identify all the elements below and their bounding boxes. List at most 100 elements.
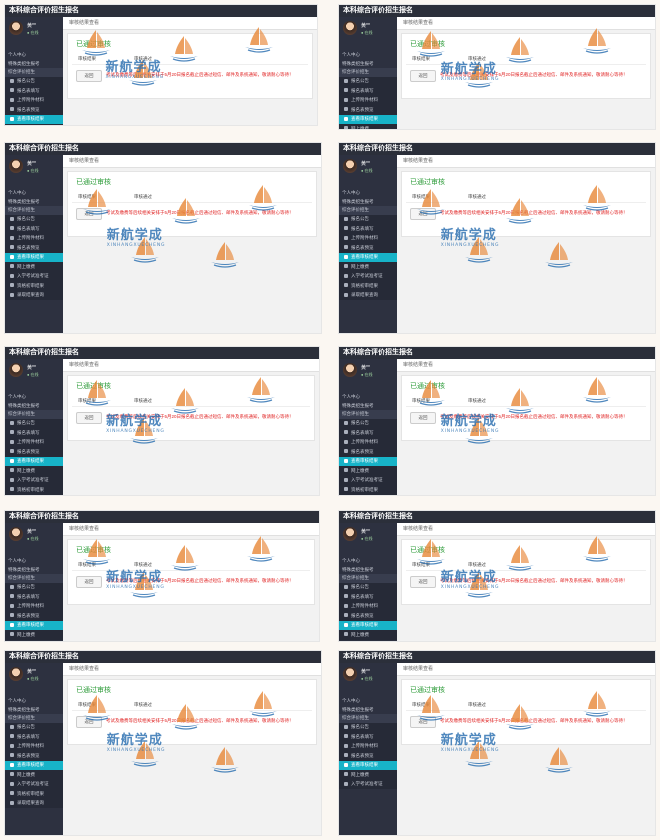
sidebar-item[interactable]: 个人中心 [5,393,63,402]
sidebar-subitem[interactable]: 报名表填写 [339,592,397,602]
sidebar-subitem[interactable]: 报名公告 [339,76,397,86]
back-button[interactable]: 返回 [410,716,436,728]
sidebar-item[interactable]: 个人中心 [339,189,397,198]
menu-icon[interactable]: ≡ [69,653,74,660]
sidebar-subitem[interactable]: 报名公告 [5,418,63,428]
sidebar-item[interactable]: 个人中心 [339,697,397,706]
sidebar-subitem[interactable]: 上传附件材料 [339,233,397,243]
sidebar-subitem[interactable]: 报名表预览 [5,105,63,115]
sidebar-item[interactable]: 特殊类招生报考 [5,706,63,715]
sidebar-subitem[interactable]: 报名公告 [339,214,397,224]
back-button[interactable]: 返回 [76,716,102,728]
sidebar-subitem[interactable]: 报名表填写 [5,86,63,96]
sidebar-item[interactable]: 特殊类招生报考 [5,402,63,411]
sidebar-subitem[interactable]: 报名表填写 [339,86,397,96]
sidebar-subitem[interactable]: 入学考试准考证 [5,475,63,485]
sidebar-subitem[interactable]: 报名公告 [339,722,397,732]
sidebar-subitem[interactable]: 网上缴费 [339,466,397,476]
back-button[interactable]: 返回 [410,70,436,82]
sidebar-subitem[interactable]: 资格初审结果 [5,789,63,799]
sidebar-subitem[interactable]: 查看审核结果 [5,114,63,124]
sidebar-subitem[interactable]: 报名表填写 [5,224,63,234]
back-button[interactable]: 返回 [76,576,102,588]
sidebar-subitem[interactable]: 查看审核结果 [5,252,63,262]
sidebar-subitem[interactable]: 报名表预览 [339,751,397,761]
sidebar-subitem[interactable]: 报名表填写 [5,592,63,602]
sidebar-subitem[interactable]: 查看审核结果 [5,456,63,466]
sidebar-subitem[interactable]: 查看审核结果 [339,760,397,770]
sidebar-item[interactable]: 特殊类招生报考 [5,566,63,575]
sidebar-item[interactable]: 特殊类招生报考 [339,198,397,207]
sidebar-subitem[interactable]: 入学考试准考证 [5,779,63,789]
sidebar-item[interactable]: 综合评价招生 [5,68,63,77]
sidebar-subitem[interactable]: 录取结果查询 [5,798,63,808]
sidebar-subitem[interactable]: 上传附件材料 [5,95,63,105]
sidebar-subitem[interactable]: 查看审核结果 [339,456,397,466]
sidebar-subitem[interactable]: 网上缴费 [339,124,397,129]
sidebar-subitem[interactable]: 报名表填写 [5,732,63,742]
sidebar-subitem[interactable]: 报名表填写 [5,428,63,438]
sidebar-subitem[interactable]: 资格初审结果 [5,281,63,291]
menu-icon[interactable]: ≡ [69,145,74,152]
sidebar-item[interactable]: 个人中心 [339,557,397,566]
back-button[interactable]: 返回 [76,70,102,82]
sidebar-item[interactable]: 综合评价招生 [5,410,63,419]
back-button[interactable]: 返回 [410,576,436,588]
sidebar-item[interactable]: 个人中心 [339,51,397,60]
sidebar-subitem[interactable]: 资格初审结果 [5,485,63,495]
sidebar-subitem[interactable]: 网上缴费 [339,770,397,780]
sidebar-item[interactable]: 个人中心 [339,393,397,402]
sidebar-subitem[interactable]: 查看审核结果 [339,620,397,630]
sidebar-subitem[interactable]: 报名公告 [5,76,63,86]
sidebar-subitem[interactable]: 上传附件材料 [339,437,397,447]
sidebar-subitem[interactable]: 网上缴费 [5,770,63,780]
sidebar-subitem[interactable]: 报名表预览 [339,447,397,457]
sidebar-subitem[interactable]: 查看审核结果 [339,114,397,124]
sidebar-subitem[interactable]: 上传附件材料 [339,95,397,105]
sidebar-subitem[interactable]: 网上缴费 [5,262,63,272]
sidebar-subitem[interactable]: 报名表预览 [339,243,397,253]
sidebar-subitem[interactable]: 报名表填写 [339,732,397,742]
sidebar-item[interactable]: 综合评价招生 [5,714,63,723]
sidebar-subitem[interactable]: 报名公告 [339,418,397,428]
menu-icon[interactable]: ≡ [403,349,408,356]
sidebar-subitem[interactable]: 网上缴费 [5,124,63,125]
sidebar-subitem[interactable]: 报名表填写 [339,428,397,438]
menu-icon[interactable]: ≡ [69,349,74,356]
sidebar-subitem[interactable]: 资格初审结果 [339,485,397,495]
sidebar-item[interactable]: 特殊类招生报考 [339,706,397,715]
sidebar-subitem[interactable]: 上传附件材料 [5,233,63,243]
sidebar-subitem[interactable]: 录取结果查询 [339,494,397,495]
sidebar-subitem[interactable]: 查看审核结果 [5,760,63,770]
sidebar-subitem[interactable]: 报名公告 [5,214,63,224]
sidebar-subitem[interactable]: 报名表预览 [339,611,397,621]
back-button[interactable]: 返回 [76,208,102,220]
sidebar-subitem[interactable]: 资格初审结果 [339,281,397,291]
menu-icon[interactable]: ≡ [403,145,408,152]
sidebar-subitem[interactable]: 网上缴费 [5,466,63,476]
menu-icon[interactable]: ≡ [403,653,408,660]
sidebar-item[interactable]: 个人中心 [5,557,63,566]
sidebar-subitem[interactable]: 上传附件材料 [5,437,63,447]
sidebar-item[interactable]: 综合评价招生 [339,410,397,419]
sidebar-subitem[interactable]: 入学考试准考证 [339,779,397,789]
sidebar-subitem[interactable]: 网上缴费 [339,630,397,640]
sidebar-subitem[interactable]: 报名公告 [5,582,63,592]
sidebar-subitem[interactable]: 报名表预览 [339,105,397,115]
sidebar-item[interactable]: 个人中心 [5,189,63,198]
sidebar-item[interactable]: 个人中心 [5,697,63,706]
sidebar-subitem[interactable]: 上传附件材料 [5,601,63,611]
sidebar-subitem[interactable]: 录取结果查询 [5,494,63,495]
sidebar-subitem[interactable]: 报名表预览 [5,243,63,253]
menu-icon[interactable]: ≡ [69,513,74,520]
sidebar-subitem[interactable]: 网上缴费 [5,630,63,640]
sidebar-item[interactable]: 特殊类招生报考 [5,60,63,69]
sidebar-subitem[interactable]: 报名表填写 [339,224,397,234]
sidebar-subitem[interactable]: 报名公告 [339,582,397,592]
sidebar-item[interactable]: 综合评价招生 [339,206,397,215]
sidebar-item[interactable]: 个人中心 [5,51,63,60]
sidebar-item[interactable]: 综合评价招生 [339,714,397,723]
sidebar-item[interactable]: 特殊类招生报考 [339,60,397,69]
sidebar-item[interactable]: 综合评价招生 [5,206,63,215]
back-button[interactable]: 返回 [410,208,436,220]
